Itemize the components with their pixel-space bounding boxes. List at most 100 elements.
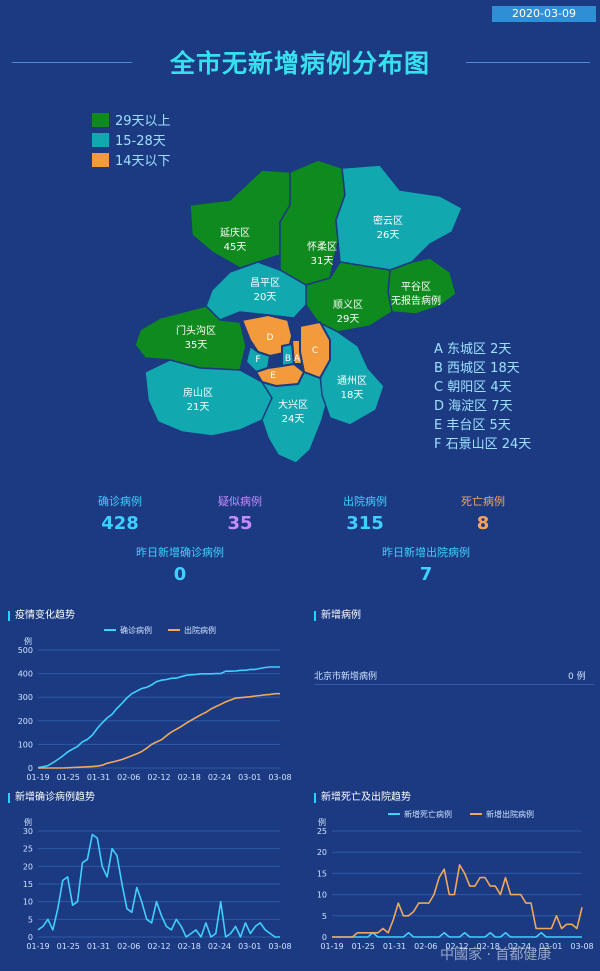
y-tick-label: 10 <box>317 891 327 900</box>
x-tick-label: 01-25 <box>57 773 80 782</box>
y-tick-label: 20 <box>317 848 327 857</box>
x-tick-label: 02-24 <box>208 942 231 951</box>
x-tick-label: 02-12 <box>445 942 468 951</box>
inner-district-item: D 海淀区 7天 <box>434 399 513 414</box>
stat-label: 疑似病例 <box>218 495 262 508</box>
y-tick-label: 200 <box>18 717 33 726</box>
legend-label: 29天以上 <box>115 114 171 129</box>
inner-letter-a: A <box>294 354 301 364</box>
inner-letter-c: C <box>312 346 318 356</box>
map-legend-item: 14天以下 <box>92 150 171 169</box>
stat-yesterday-confirmed: 昨日新增确诊病例 0 <box>120 544 240 585</box>
x-tick-label: 01-25 <box>352 942 375 951</box>
legend-label: 确诊病例 <box>120 625 152 635</box>
beijing-district-map: 延庆区 45天 怀柔区 31天 密云区 26天 昌平区 20天 平谷区 无报告病… <box>134 159 463 464</box>
district-label-miyun: 密云区 <box>373 214 403 227</box>
y-tick-label: 0 <box>28 764 33 773</box>
district-shape-mentougou <box>134 305 247 371</box>
panel-title-new-cases: 新增病例 <box>314 611 361 621</box>
x-tick-label: 01-31 <box>87 773 110 782</box>
legend-label: 15-28天 <box>115 134 166 149</box>
x-tick-label: 01-19 <box>26 942 49 951</box>
series-line <box>38 692 280 769</box>
y-tick-label: 15 <box>23 880 33 889</box>
y-tick-label: 5 <box>322 912 327 921</box>
x-tick-label: 03-08 <box>268 942 291 951</box>
district-days-fangshan: 21天 <box>187 402 210 413</box>
y-axis-unit: 例 <box>24 817 32 827</box>
district-days-daxing: 24天 <box>282 414 305 425</box>
stat-suspected: 疑似病例 35 <box>180 493 300 534</box>
x-tick-label: 03-01 <box>238 773 261 782</box>
y-tick-label: 0 <box>28 933 33 942</box>
district-days-changping: 20天 <box>254 292 277 303</box>
district-shape-miyun <box>335 164 463 271</box>
district-days-shunyi: 29天 <box>337 314 360 325</box>
title-line-right <box>466 62 590 63</box>
y-tick-label: 25 <box>317 827 327 836</box>
legend-label: 新增出院病例 <box>486 809 534 819</box>
legend-swatch <box>92 112 109 127</box>
district-days-yanqing: 45天 <box>224 242 247 253</box>
stat-label: 昨日新增确诊病例 <box>136 546 224 559</box>
chart-title-deaths-discharges: 新增死亡及出院趋势 <box>314 793 411 803</box>
inner-district-item: F 石景山区 24天 <box>434 437 532 452</box>
chart-title-trend: 疫情变化趋势 <box>8 611 75 621</box>
x-tick-label: 03-01 <box>238 942 261 951</box>
stat-value: 35 <box>227 513 253 534</box>
inner-district-item: B 西城区 18天 <box>434 361 520 376</box>
series-line <box>332 864 583 938</box>
district-shape-shunyi <box>305 261 393 333</box>
date-badge: 2020-03-09 <box>492 6 596 22</box>
x-tick-label: 03-01 <box>539 942 562 951</box>
y-tick-label: 20 <box>23 862 33 871</box>
district-days-miyun: 26天 <box>377 230 400 241</box>
district-label-shunyi: 顺义区 <box>333 299 363 311</box>
inner-district-list: A 东城区 2天 B 西城区 18天 C 朝阳区 4天 D 海淀区 7天 E 丰… <box>434 340 531 454</box>
y-tick-label: 100 <box>18 740 33 749</box>
y-tick-label: 10 <box>23 898 33 907</box>
legend-label: 出院病例 <box>184 625 216 635</box>
district-label-pinggu: 平谷区 <box>401 281 431 293</box>
y-tick-label: 300 <box>18 693 33 702</box>
stat-label: 昨日新增出院病例 <box>382 546 470 559</box>
inner-letter-b: B <box>285 354 291 364</box>
x-tick-label: 03-08 <box>268 773 291 782</box>
x-tick-label: 02-18 <box>178 773 201 782</box>
district-days-pinggu: 无报告病例 <box>391 294 441 307</box>
district-label-daxing: 大兴区 <box>278 398 308 411</box>
x-tick-label: 02-12 <box>147 773 170 782</box>
legend-label: 14天以下 <box>115 154 171 169</box>
x-tick-label: 02-18 <box>477 942 500 951</box>
district-days-tongzhou: 18天 <box>341 390 364 401</box>
stat-yesterday-discharged: 昨日新增出院病例 7 <box>366 544 486 585</box>
district-label-huairou: 怀柔区 <box>307 241 337 253</box>
legend-label: 新增死亡病例 <box>404 809 452 819</box>
legend-swatch <box>92 152 109 167</box>
y-tick-label: 0 <box>322 933 327 942</box>
district-shape-chaoyang <box>299 321 331 379</box>
legend-swatch <box>92 132 109 147</box>
x-tick-label: 02-24 <box>208 773 231 782</box>
y-tick-label: 5 <box>28 915 33 924</box>
x-tick-label: 02-06 <box>414 942 437 951</box>
x-tick-label: 01-19 <box>320 942 343 951</box>
stat-label: 死亡病例 <box>461 495 505 508</box>
map-legend-item: 29天以上 <box>92 110 171 129</box>
stat-value: 315 <box>346 513 384 534</box>
x-tick-label: 03-08 <box>570 942 593 951</box>
inner-district-item: E 丰台区 5天 <box>434 418 511 433</box>
x-tick-label: 02-12 <box>147 942 170 951</box>
x-tick-label: 02-18 <box>178 942 201 951</box>
stat-deaths: 死亡病例 8 <box>423 493 543 534</box>
y-tick-label: 400 <box>18 670 33 679</box>
district-days-mentougou: 35天 <box>185 340 208 351</box>
y-tick-label: 30 <box>23 827 33 836</box>
page-title: 全市无新增病例分布图 <box>169 49 430 78</box>
district-days-huairou: 31天 <box>311 256 334 267</box>
stat-confirmed: 确诊病例 428 <box>60 493 180 534</box>
y-axis-unit: 例 <box>24 636 32 646</box>
stat-value: 7 <box>419 564 433 585</box>
chart-cumulative-trend: 例 0 100 200 300 400 500 01-19 01-25 01-31 02-06 02-… <box>18 625 292 782</box>
district-shape-fengtai <box>255 363 305 387</box>
